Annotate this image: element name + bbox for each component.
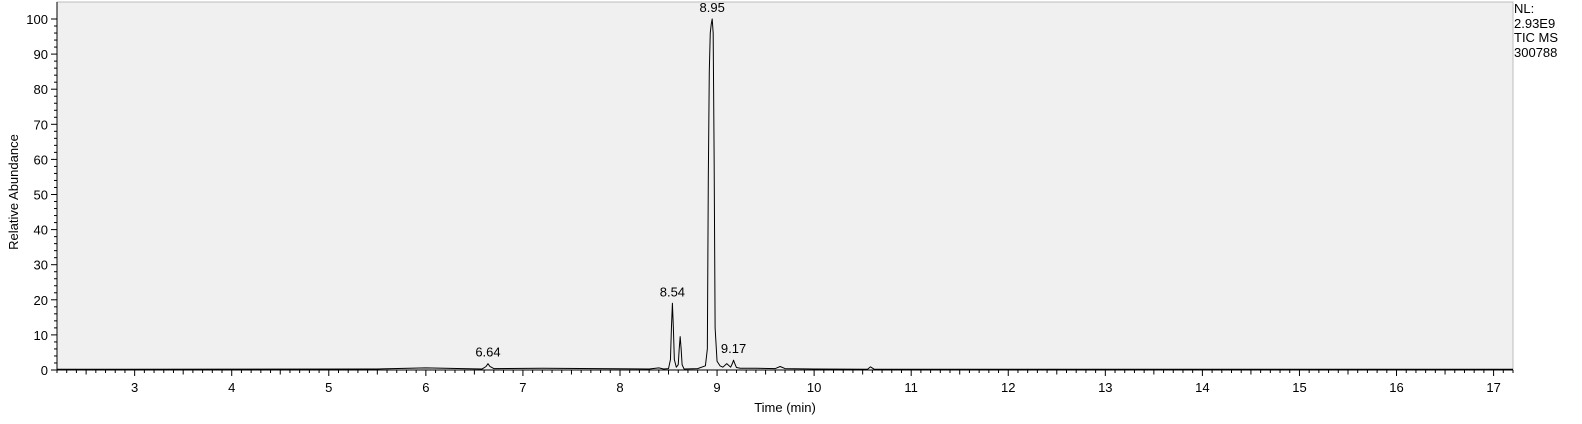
y-axis: 0 10 20 30 40 50 60 70 80 90 100 bbox=[26, 2, 58, 378]
tic-trace-line bbox=[56, 18, 1513, 370]
x-axis: 3 4 5 6 7 8 9 10 11 12 13 14 15 16 17 bbox=[56, 369, 1514, 395]
x-tick-label: 17 bbox=[1486, 380, 1500, 395]
x-tick-label: 7 bbox=[519, 380, 526, 395]
x-tick-label: 3 bbox=[131, 380, 138, 395]
x-tick-label: 15 bbox=[1292, 380, 1306, 395]
plot-background bbox=[56, 1, 1514, 371]
peak-labels: 6.64 8.54 8.95 9.17 bbox=[475, 0, 746, 360]
normalization-info: NL: 2.93E9 TIC MS 300788 bbox=[1514, 1, 1559, 60]
y-tick-label: 40 bbox=[34, 223, 48, 238]
x-tick-label: 16 bbox=[1389, 380, 1403, 395]
x-tick-label: 5 bbox=[325, 380, 332, 395]
file-id: 300788 bbox=[1514, 44, 1558, 60]
x-tick-label: 6 bbox=[422, 380, 429, 395]
y-tick-label: 50 bbox=[34, 188, 48, 203]
x-tick-label: 13 bbox=[1098, 380, 1112, 395]
peak-label: 8.54 bbox=[660, 284, 685, 299]
y-tick-label: 10 bbox=[34, 328, 48, 343]
x-tick-label: 10 bbox=[807, 380, 821, 395]
y-tick-label: 80 bbox=[34, 82, 48, 97]
scan-filter: TIC MS bbox=[1514, 30, 1559, 45]
y-tick-label: 30 bbox=[34, 258, 48, 273]
nl-label: NL: bbox=[1514, 1, 1535, 16]
y-tick-label: 90 bbox=[34, 47, 48, 62]
y-tick-label: 0 bbox=[41, 363, 48, 378]
y-tick-label: 70 bbox=[34, 117, 48, 132]
x-axis-title: Time (min) bbox=[754, 400, 816, 415]
x-tick-label: 4 bbox=[228, 380, 235, 395]
x-tick-label: 9 bbox=[713, 380, 720, 395]
y-tick-label: 100 bbox=[26, 12, 48, 27]
x-tick-label: 11 bbox=[904, 380, 918, 395]
y-tick-label: 20 bbox=[34, 293, 48, 308]
y-tick-label: 60 bbox=[34, 152, 48, 167]
peak-label: 9.17 bbox=[721, 341, 746, 356]
peak-label: 6.64 bbox=[475, 345, 500, 360]
x-tick-label: 12 bbox=[1001, 380, 1015, 395]
x-tick-label: 14 bbox=[1195, 380, 1209, 395]
peak-label: 8.95 bbox=[700, 0, 725, 15]
nl-value: 2.93E9 bbox=[1514, 15, 1556, 31]
y-axis-title: Relative Abundance bbox=[6, 134, 21, 250]
x-tick-label: 8 bbox=[616, 380, 623, 395]
